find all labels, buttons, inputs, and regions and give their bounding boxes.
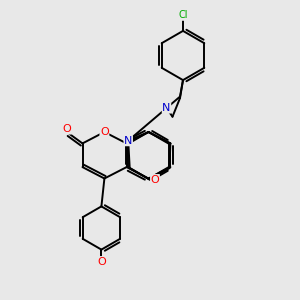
Text: O: O xyxy=(97,256,106,267)
Text: N: N xyxy=(124,136,132,146)
Text: Cl: Cl xyxy=(178,10,188,20)
Text: N: N xyxy=(162,103,171,113)
Text: O: O xyxy=(100,127,109,137)
Text: O: O xyxy=(62,124,71,134)
Text: O: O xyxy=(151,175,159,184)
